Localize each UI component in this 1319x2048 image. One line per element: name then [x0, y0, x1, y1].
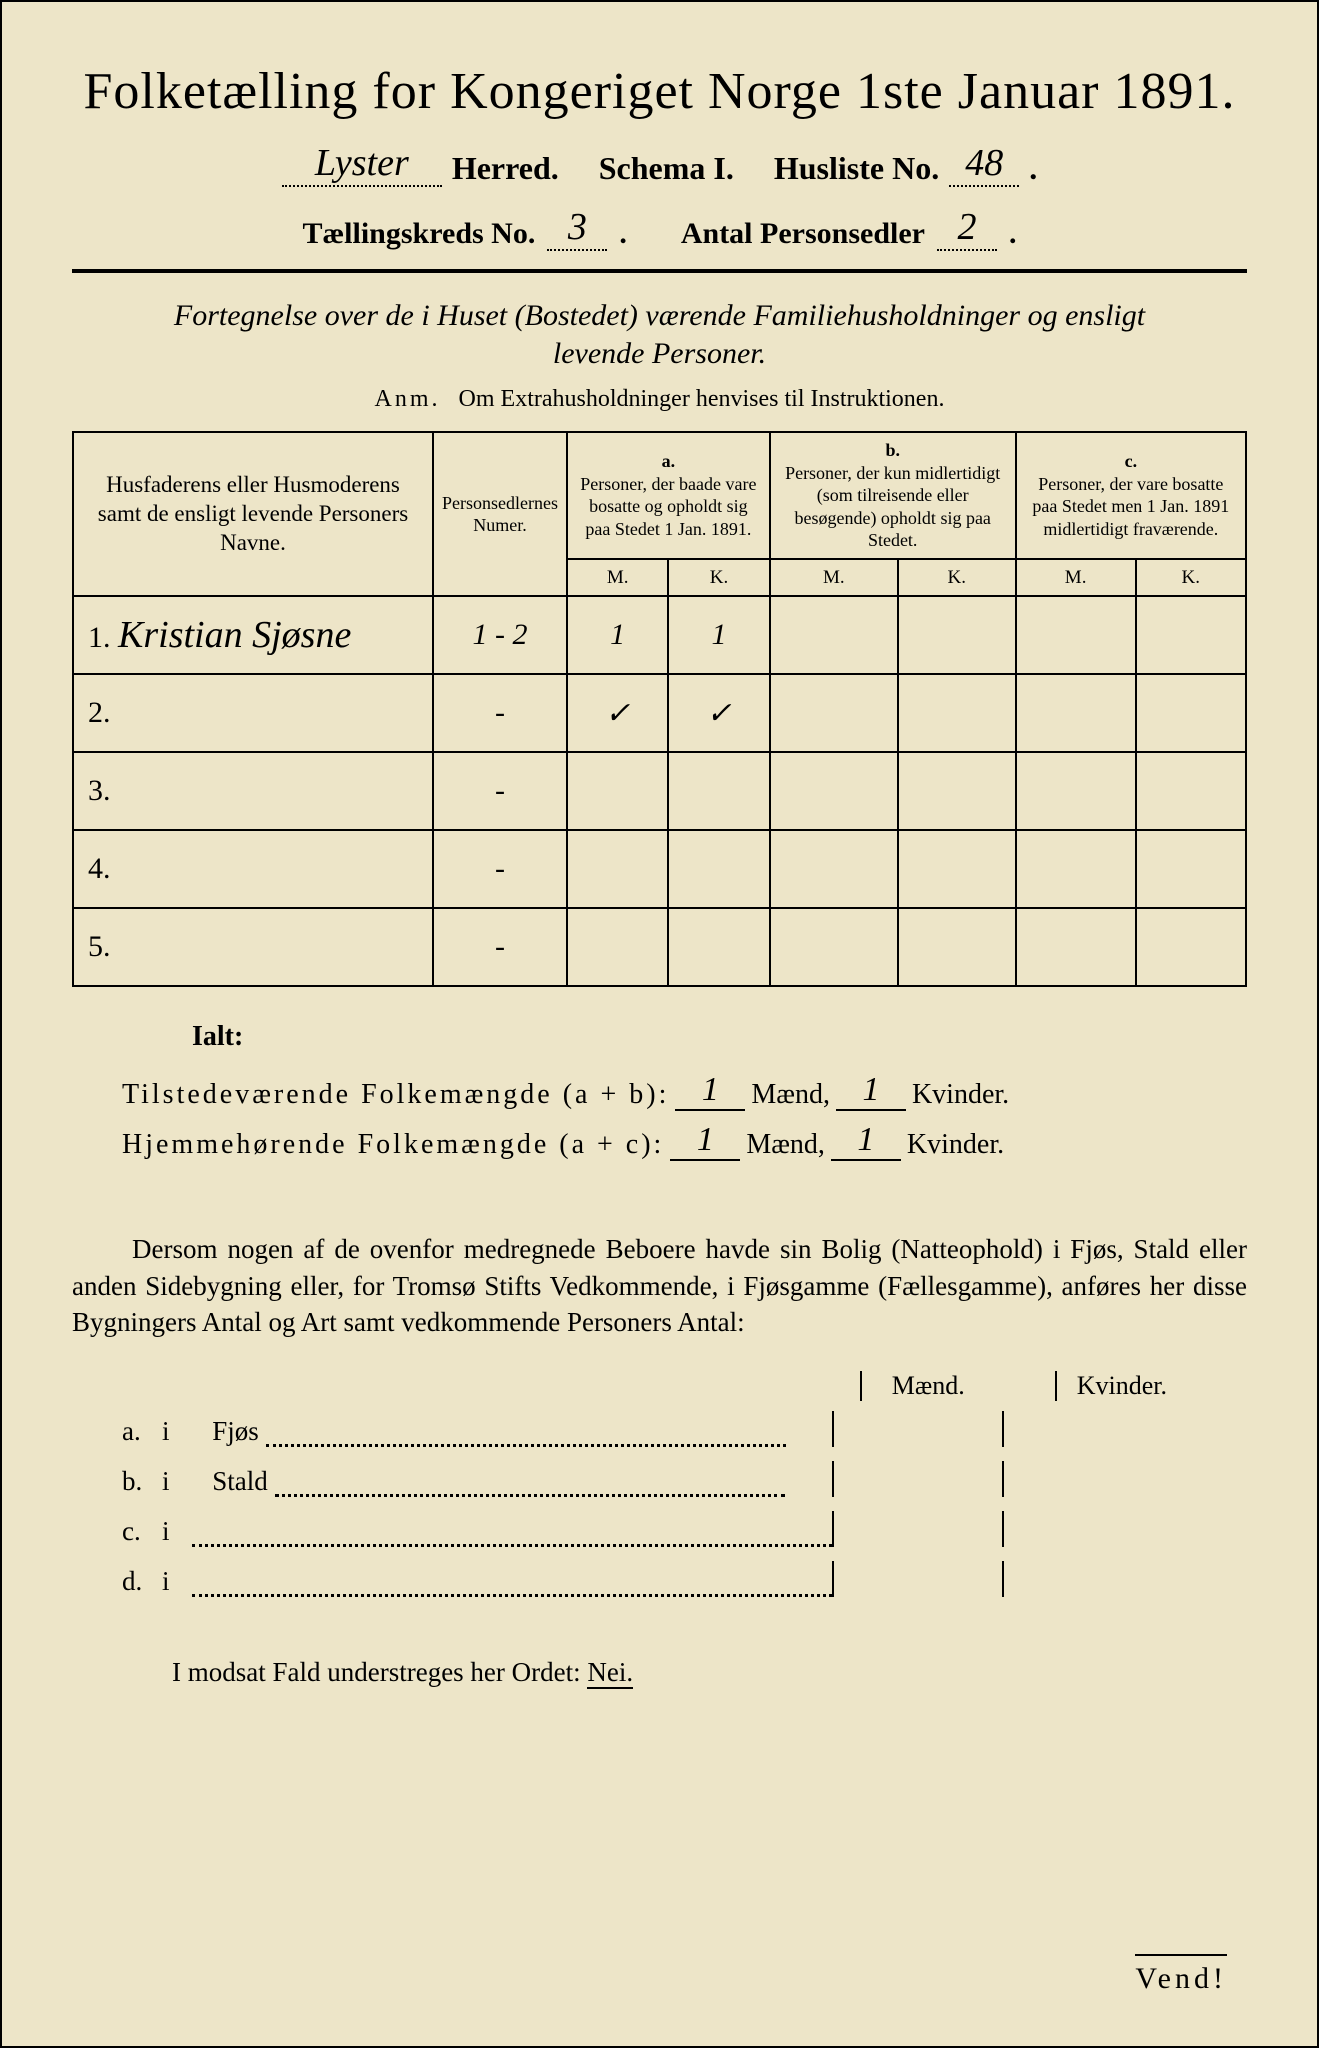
present-m-value: 1: [675, 1071, 745, 1111]
building-row-letter: a.: [122, 1416, 162, 1447]
building-row-dots: [192, 1575, 832, 1597]
row-number: 3.: [88, 774, 111, 807]
maend-header: Mænd.: [860, 1371, 965, 1401]
present-k-value: 1: [836, 1071, 906, 1111]
table-row: 3. -: [73, 752, 1246, 830]
herred-label: Herred.: [452, 150, 559, 187]
col-c-k: K.: [1136, 559, 1246, 597]
husliste-value: 48: [949, 141, 1019, 187]
kvinder-header: Kvinder.: [1055, 1371, 1167, 1401]
row-number: 2.: [88, 696, 111, 729]
row-number: 5.: [88, 930, 111, 963]
table-row: 4. -: [73, 830, 1246, 908]
col-personsedler-header: Personsedlernes Numer.: [433, 432, 567, 596]
row-a-m: 1: [567, 596, 668, 674]
row-pers: 1 - 2: [433, 596, 567, 674]
schema-label: Schema I.: [599, 150, 734, 187]
row-pers: -: [433, 908, 567, 986]
row-name: Kristian Sjøsne: [118, 614, 351, 656]
building-row-dots: [192, 1525, 832, 1547]
mk-headers: Mænd. Kvinder.: [72, 1371, 1247, 1401]
present-total-line: Tilstedeværende Folkemængde (a + b): 1 M…: [122, 1071, 1247, 1111]
nei-line: I modsat Fald understreges her Ordet: Ne…: [172, 1657, 1247, 1688]
row-pers: -: [433, 674, 567, 752]
instruction-text: Fortegnelse over de i Huset (Bostedet) v…: [72, 297, 1247, 372]
row-a-k: 1: [668, 596, 769, 674]
row-number: 1.: [88, 621, 111, 654]
building-row-label: Fjøs: [192, 1416, 832, 1447]
husliste-label: Husliste No.: [774, 150, 939, 187]
col-a-header: a. Personer, der baade vare bosatte og o…: [567, 432, 770, 559]
building-row-letter: d.: [122, 1566, 162, 1597]
table-row: 2. - ✓ ✓: [73, 674, 1246, 752]
antal-label: Antal Personsedler: [681, 217, 925, 251]
divider: [72, 269, 1247, 273]
row-a-m: ✓: [567, 674, 668, 752]
col-a-k: K.: [668, 559, 769, 597]
row-a-k: ✓: [668, 674, 769, 752]
header-row-2: Tællingskreds No. 3 . Antal Personsedler…: [72, 205, 1247, 251]
census-form-page: Folketælling for Kongeriget Norge 1ste J…: [0, 0, 1319, 2048]
table-row: 1. Kristian Sjøsne 1 - 2 1 1: [73, 596, 1246, 674]
col-c-header: c. Personer, der vare bosatte paa Stedet…: [1016, 432, 1246, 559]
col-b-header: b. Personer, der kun midlertidigt (som t…: [770, 432, 1016, 559]
building-row-letter: b.: [122, 1466, 162, 1497]
home-total-line: Hjemmehørende Folkemængde (a + c): 1 Mæn…: [122, 1121, 1247, 1161]
building-row-letter: c.: [122, 1516, 162, 1547]
table-row: 5. -: [73, 908, 1246, 986]
home-m-value: 1: [670, 1121, 740, 1161]
table-body: 1. Kristian Sjøsne 1 - 2 1 1 2. - ✓ ✓ 3.…: [73, 596, 1246, 986]
nei-word: Nei.: [587, 1657, 633, 1689]
buildings-table: a. i Fjøs b. i Stald c. i d. i: [122, 1411, 1247, 1597]
anm-note: Anm. Om Extrahusholdninger henvises til …: [72, 386, 1247, 413]
kreds-value: 3: [547, 205, 607, 251]
vend-label: Vend!: [1135, 1954, 1227, 1996]
herred-value: Lyster: [282, 141, 442, 187]
col-names-header: Husfaderens eller Husmoderens samt de en…: [73, 432, 433, 596]
row-pers: -: [433, 830, 567, 908]
header-row-1: Lyster Herred. Schema I. Husliste No. 48…: [72, 141, 1247, 187]
ialt-label: Ialt:: [192, 1021, 1247, 1053]
row-number: 4.: [88, 852, 111, 885]
col-c-m: M.: [1016, 559, 1136, 597]
main-table: Husfaderens eller Husmoderens samt de en…: [72, 431, 1247, 987]
home-k-value: 1: [831, 1121, 901, 1161]
row-pers: -: [433, 752, 567, 830]
col-b-k: K.: [898, 559, 1016, 597]
buildings-paragraph: Dersom nogen af de ovenfor medregnede Be…: [72, 1231, 1247, 1340]
kreds-label: Tællingskreds No.: [303, 217, 536, 251]
antal-value: 2: [937, 205, 997, 251]
col-a-m: M.: [567, 559, 668, 597]
page-title: Folketælling for Kongeriget Norge 1ste J…: [72, 62, 1247, 121]
col-b-m: M.: [770, 559, 898, 597]
building-row-label: Stald: [192, 1466, 832, 1497]
